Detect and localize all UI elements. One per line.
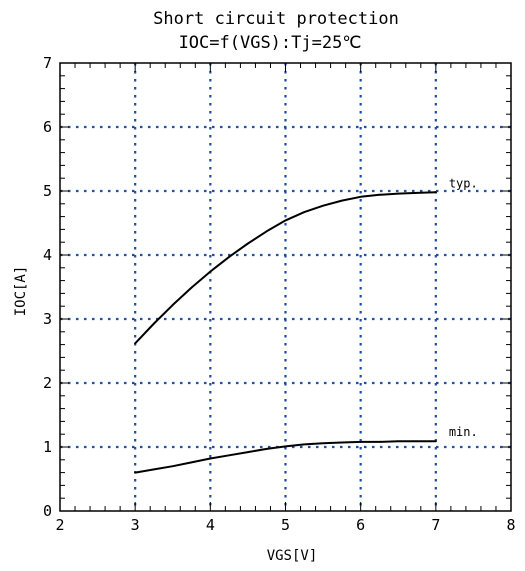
data-point-typ-4: [209, 270, 212, 273]
data-point-typ-6: [247, 242, 249, 245]
data-point-min-2: [171, 465, 174, 468]
data-point-min-1: [153, 468, 155, 471]
data-point-min-7: [265, 448, 268, 450]
data-point-typ-13: [378, 194, 381, 196]
data-point-typ-12: [359, 195, 362, 198]
x-tick-label-2: 2: [55, 516, 64, 534]
chart-title: Short circuit protection: [153, 9, 399, 29]
data-point-typ-10: [322, 204, 324, 207]
plot-area-frame: [59, 62, 512, 512]
y-tick-label-6: 6: [43, 118, 52, 136]
y-tick-label-4: 4: [43, 246, 52, 264]
x-axis-label: VGS[V]: [267, 548, 318, 564]
data-point-typ-9: [303, 211, 306, 213]
data-point-min-14: [397, 440, 400, 443]
data-point-typ-14: [397, 192, 400, 195]
y-tick-label-2: 2: [43, 374, 52, 392]
data-point-min-8: [284, 445, 287, 448]
data-point-min-5: [228, 454, 230, 457]
data-point-typ-5: [228, 256, 230, 258]
data-point-typ-0: [134, 342, 136, 345]
data-point-min-10: [322, 442, 324, 444]
data-point-typ-7: [265, 230, 268, 233]
y-tick-label-3: 3: [43, 310, 52, 328]
data-point-min-13: [378, 441, 381, 443]
y-tick-label-0: 0: [43, 502, 52, 520]
series-label-min: min.: [449, 425, 478, 439]
chart-subtitle: IOC=f(VGS):Tj=25℃: [179, 33, 362, 53]
y-axis-label: IOC[A]: [13, 266, 29, 317]
data-point-min-9: [303, 443, 306, 446]
x-tick-label-5: 5: [281, 516, 290, 534]
data-point-typ-11: [341, 199, 343, 202]
data-point-typ-1: [153, 322, 155, 325]
x-tick-label-8: 8: [506, 516, 515, 534]
data-point-min-11: [341, 441, 343, 444]
data-point-typ-8: [284, 219, 287, 222]
x-tick-label-6: 6: [356, 516, 365, 534]
data-point-min-6: [247, 451, 249, 453]
series-lines: [134, 191, 437, 474]
y-tick-label-1: 1: [43, 438, 52, 456]
data-point-min-15: [416, 440, 418, 443]
x-tick-label-4: 4: [206, 516, 215, 534]
x-tick-label-7: 7: [431, 516, 440, 534]
data-point-min-3: [190, 461, 193, 464]
tick-labels: 2 3 4 5 6 7 8 0 1 2 3 4 5 6 7: [43, 54, 516, 534]
data-point-min-0: [134, 471, 136, 474]
data-point-typ-16: [435, 191, 437, 194]
data-point-min-12: [359, 441, 362, 443]
data-point-typ-2: [171, 304, 174, 306]
grid-lines: [60, 63, 511, 511]
series-labels: typ. min.: [449, 176, 478, 439]
series-label-typ: typ.: [449, 176, 478, 190]
data-point-min-16: [435, 440, 437, 443]
data-point-typ-15: [416, 192, 418, 194]
data-point-min-4: [209, 457, 212, 460]
data-point-typ-3: [190, 286, 193, 289]
x-tick-label-3: 3: [131, 516, 140, 534]
y-tick-label-5: 5: [43, 182, 52, 200]
y-tick-label-7: 7: [43, 54, 52, 72]
